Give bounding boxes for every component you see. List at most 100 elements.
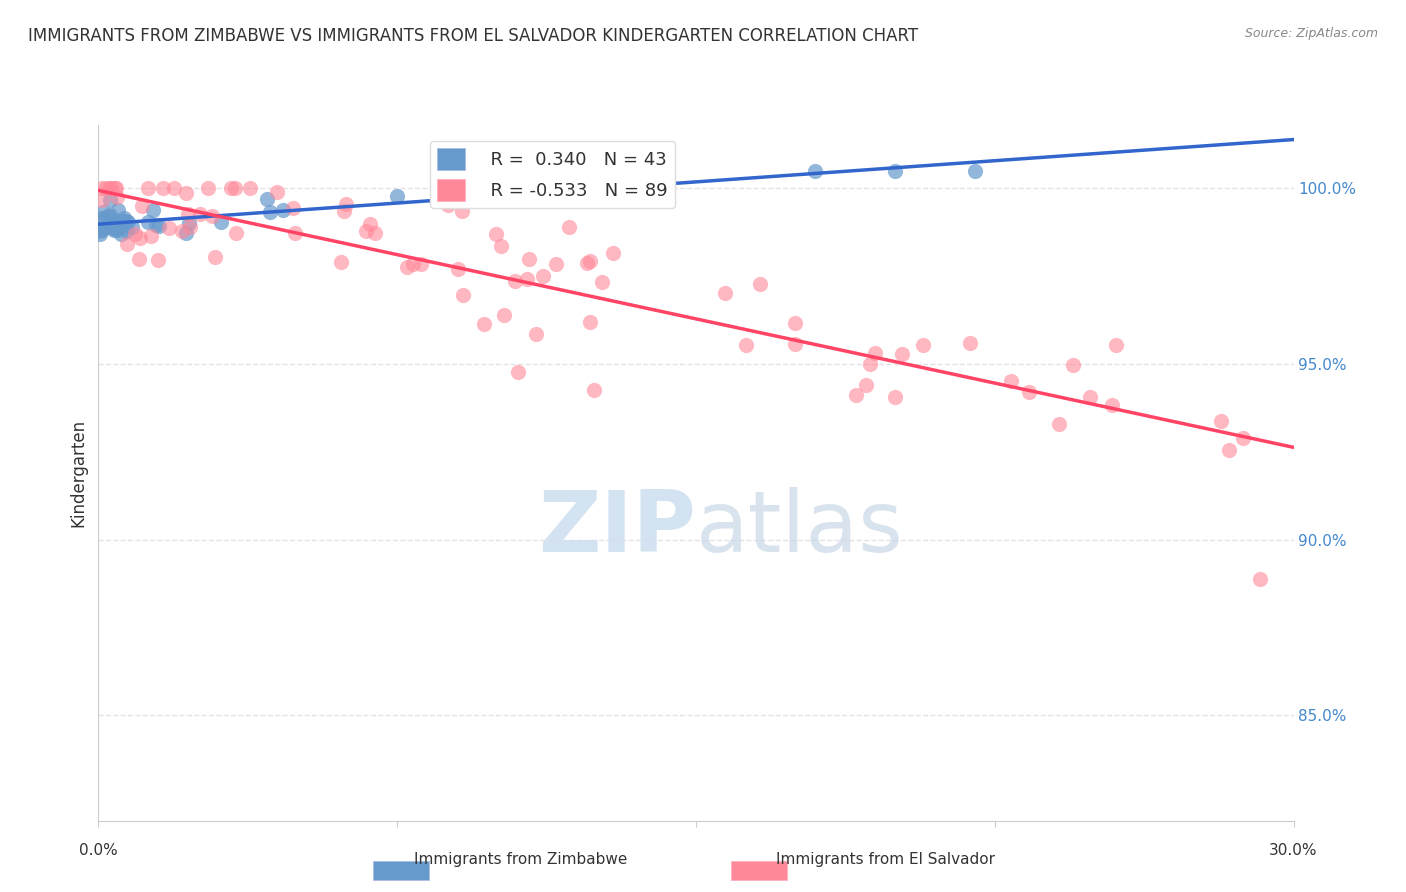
Text: atlas: atlas [696, 487, 904, 570]
Point [176, 207, 198, 221]
Point [142, 202, 165, 217]
Point [89, 224, 111, 238]
Point [1078, 390, 1101, 404]
Point [1249, 572, 1271, 586]
Point [115, 236, 138, 251]
Point [1105, 338, 1128, 352]
Point [197, 181, 219, 195]
Point [474, 317, 496, 331]
Point [105, 222, 128, 236]
Point [179, 216, 201, 230]
Point [453, 287, 475, 301]
Point [1209, 414, 1232, 428]
Point [89, 222, 111, 236]
Point [94, 181, 117, 195]
Point [437, 198, 460, 212]
Point [402, 257, 425, 271]
Point [579, 254, 602, 268]
Point [333, 204, 356, 219]
Point [107, 203, 129, 218]
Text: 30.0%: 30.0% [1270, 843, 1317, 858]
Point [163, 181, 186, 195]
Point [124, 227, 146, 241]
Point [492, 309, 515, 323]
Point [105, 214, 128, 228]
Point [804, 163, 827, 178]
Point [179, 219, 201, 234]
Point [112, 213, 135, 227]
Point [582, 383, 605, 397]
Point [115, 214, 138, 228]
Point [115, 224, 138, 238]
Point [136, 181, 159, 195]
Point [891, 347, 914, 361]
Point [89, 227, 111, 242]
Point [783, 317, 806, 331]
Point [845, 388, 868, 402]
Point [959, 336, 981, 351]
Point [110, 227, 132, 241]
Point [335, 197, 357, 211]
Point [107, 189, 129, 203]
Point [546, 257, 568, 271]
Point [97, 209, 120, 223]
Point [356, 224, 378, 238]
Point [256, 192, 278, 206]
Text: Immigrants from Zimbabwe: Immigrants from Zimbabwe [413, 852, 627, 867]
Point [783, 337, 806, 351]
Text: IMMIGRANTS FROM ZIMBABWE VS IMMIGRANTS FROM EL SALVADOR KINDERGARTEN CORRELATION: IMMIGRANTS FROM ZIMBABWE VS IMMIGRANTS F… [28, 27, 918, 45]
Point [385, 188, 409, 202]
Point [506, 365, 529, 379]
Point [141, 229, 163, 244]
Point [157, 221, 180, 235]
Point [91, 181, 114, 195]
Point [558, 219, 581, 234]
Point [749, 277, 772, 292]
Point [884, 163, 907, 178]
Point [1047, 417, 1070, 431]
Point [100, 181, 122, 195]
Point [395, 260, 418, 274]
Point [451, 203, 474, 218]
Point [98, 181, 121, 195]
Point [201, 210, 224, 224]
Point [152, 181, 174, 195]
Legend:   R =  0.340   N = 43,   R = -0.533   N = 89: R = 0.340 N = 43, R = -0.533 N = 89 [430, 141, 675, 209]
Point [911, 338, 934, 352]
Point [101, 213, 124, 227]
Point [489, 239, 512, 253]
Point [170, 224, 193, 238]
Point [446, 262, 468, 277]
Point [713, 285, 735, 300]
Point [517, 252, 540, 267]
Point [112, 211, 135, 225]
Point [859, 357, 882, 371]
Point [1218, 443, 1240, 458]
Point [110, 215, 132, 229]
Point [503, 274, 526, 288]
Point [91, 211, 114, 226]
Point [121, 219, 143, 234]
Point [271, 203, 294, 218]
Point [107, 219, 129, 233]
Point [219, 181, 242, 195]
Point [117, 215, 139, 229]
Point [148, 219, 170, 233]
Point [209, 215, 232, 229]
Point [863, 345, 886, 359]
Point [98, 208, 121, 222]
Y-axis label: Kindergarten: Kindergarten [69, 418, 87, 527]
Point [565, 171, 588, 186]
Point [364, 226, 387, 240]
Point [259, 204, 281, 219]
Point [284, 226, 307, 240]
Point [108, 219, 131, 234]
Point [98, 193, 121, 207]
Text: ZIP: ZIP [538, 487, 696, 570]
Point [224, 181, 246, 195]
Point [91, 205, 114, 219]
Point [524, 326, 547, 341]
Point [104, 181, 127, 195]
Point [128, 252, 150, 267]
Point [1062, 359, 1084, 373]
